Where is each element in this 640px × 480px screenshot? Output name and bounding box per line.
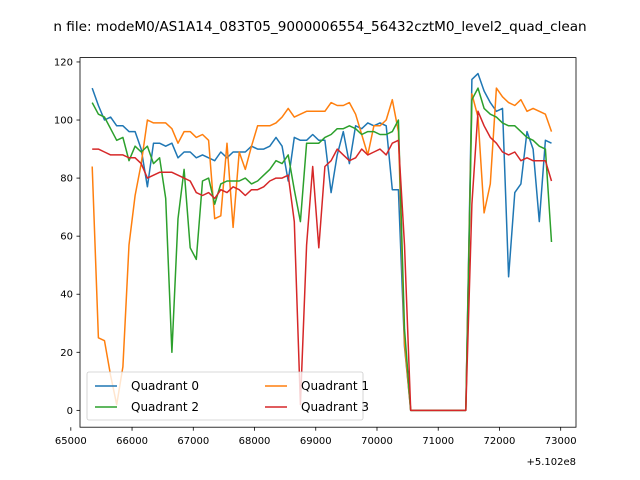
legend: Quadrant 0 Quadrant 1 Quadrant 2 Quadrant 3 [86, 371, 369, 421]
series-line-quadrant-1 [91, 87, 553, 412]
x-tick-label: 69000 [300, 436, 332, 447]
chart-title: n file: modeM0/AS1A14_083T05_9000006554_… [53, 19, 586, 35]
x-offset-label: +5.102e8 [526, 457, 576, 468]
series-layer [91, 72, 553, 412]
axes-frame [79, 57, 577, 428]
series-line-quadrant-2 [91, 87, 553, 412]
plot-area [79, 57, 577, 428]
legend-label: Quadrant 3 [301, 400, 369, 414]
legend-entries: Quadrant 0 Quadrant 1 Quadrant 2 Quadrant 3 [95, 379, 369, 414]
x-tick-label: 66000 [116, 436, 148, 447]
legend-label: Quadrant 1 [301, 379, 369, 393]
y-tick-label: 20 [60, 348, 73, 359]
x-tick-label: 72000 [484, 436, 516, 447]
series-line-quadrant-0 [91, 72, 552, 412]
series-line-quadrant-3 [92, 110, 553, 412]
y-tick-label: 80 [60, 174, 73, 185]
legend-label: Quadrant 0 [131, 379, 199, 393]
y-tick-label: 60 [60, 232, 73, 243]
x-tick-label: 71000 [422, 436, 454, 447]
y-tick-label: 0 [67, 406, 73, 417]
y-tick-label: 100 [54, 116, 73, 127]
x-tick-label: 68000 [239, 436, 271, 447]
x-axis: 65000 66000 67000 68000 69000 70000 71000 72000… [55, 427, 577, 447]
legend-frame [86, 371, 364, 421]
x-tick-label: 70000 [361, 436, 393, 447]
y-axis: 0 20 40 60 80 100 120 [54, 57, 80, 417]
x-tick-label: 65000 [55, 436, 87, 447]
y-tick-label: 120 [54, 57, 73, 68]
x-tick-label: 73000 [545, 436, 577, 447]
x-tick-label: 67000 [177, 436, 209, 447]
y-tick-label: 40 [60, 290, 73, 301]
legend-label: Quadrant 2 [131, 400, 199, 414]
